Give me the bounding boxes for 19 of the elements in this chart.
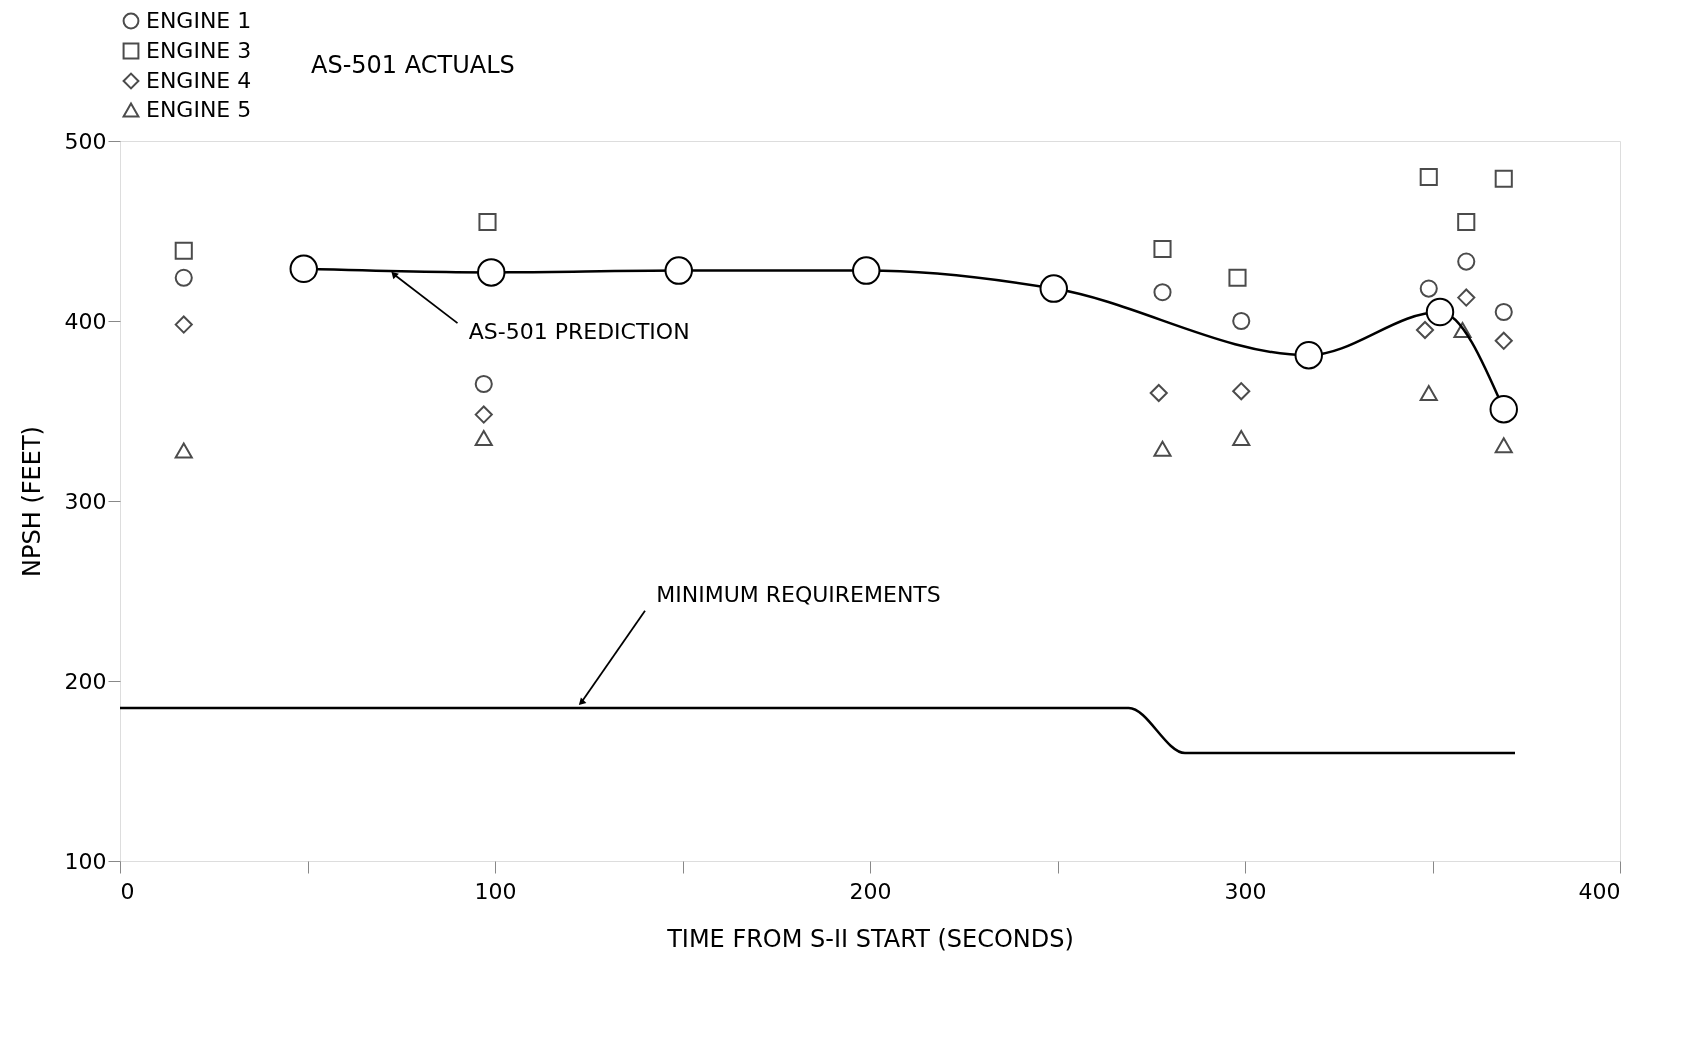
y-tick-label: 100 bbox=[64, 848, 107, 874]
y-axis-title: NPSH (FEET) bbox=[17, 426, 46, 577]
legend-label: ENGINE 1 bbox=[146, 8, 252, 33]
legend-label: ENGINE 5 bbox=[146, 97, 252, 122]
x-tick-label: 300 bbox=[1224, 878, 1267, 904]
y-tick-label: 200 bbox=[64, 668, 107, 694]
x-tick-label: 100 bbox=[474, 878, 517, 904]
x-tick-label: 400 bbox=[1578, 878, 1621, 904]
x-tick-label: 200 bbox=[849, 878, 892, 904]
annotation: AS-501 PREDICTION bbox=[468, 318, 690, 344]
y-tick-label: 500 bbox=[64, 128, 107, 154]
y-tick-label: 400 bbox=[64, 308, 107, 334]
annotation: MINIMUM REQUIREMENTS bbox=[656, 581, 941, 607]
legend-label: ENGINE 4 bbox=[146, 68, 252, 93]
x-axis-title: TIME FROM S-II START (SECONDS) bbox=[666, 924, 1074, 953]
legend-title: AS-501 ACTUALS bbox=[311, 51, 515, 79]
x-tick-label: 0 bbox=[120, 878, 135, 904]
y-tick-label: 300 bbox=[64, 488, 107, 514]
legend-label: ENGINE 3 bbox=[146, 38, 252, 63]
